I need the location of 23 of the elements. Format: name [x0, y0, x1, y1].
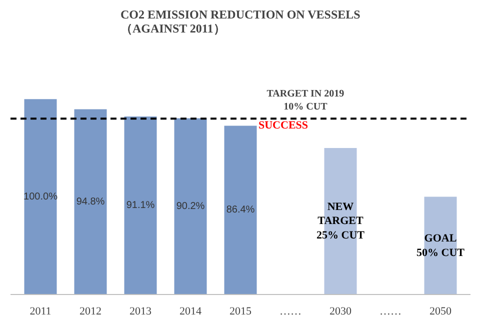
data-label: NEW TARGET 25% CUT	[316, 200, 366, 242]
x-tick-label: 2030	[330, 306, 352, 318]
x-tick-label: 2014	[180, 306, 202, 318]
bar	[124, 116, 157, 294]
x-tick-label: 2013	[130, 306, 152, 318]
x-tick-label: ……	[380, 306, 402, 318]
x-tick-label: ……	[280, 306, 302, 318]
bar	[224, 126, 257, 294]
bar	[24, 99, 57, 294]
data-label: 86.4%	[226, 204, 255, 216]
x-tick-label: 2011	[30, 306, 52, 318]
data-label: 91.1%	[126, 200, 155, 211]
chart-title: CO2 EMISSION REDUCTION ON VESSELS （AGAINST 2011）	[120, 8, 361, 36]
ref-line-label: TARGET IN 2019 10% CUT	[266, 88, 344, 113]
bar	[174, 118, 207, 294]
data-label: 94.8%	[76, 196, 105, 208]
x-tick-label: 2050	[430, 306, 452, 318]
data-label: 90.2%	[176, 200, 205, 212]
x-tick-label: 2015	[230, 306, 252, 318]
data-label: GOAL 50% CUT	[416, 232, 466, 259]
bar	[74, 109, 107, 294]
x-tick-label: 2012	[80, 306, 102, 318]
annotation: SUCCESS	[258, 120, 308, 132]
